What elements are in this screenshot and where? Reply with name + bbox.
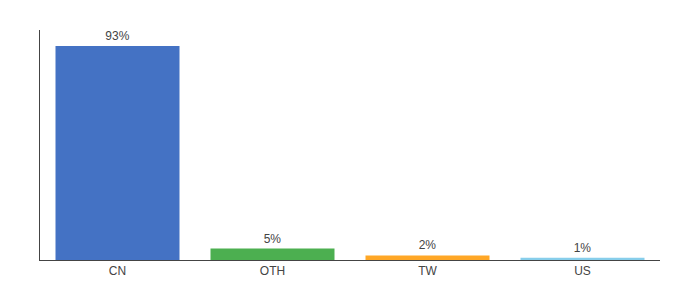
svg-text:1%: 1% — [574, 241, 592, 255]
svg-text:TW: TW — [418, 264, 437, 278]
svg-text:US: US — [574, 264, 591, 278]
svg-text:2%: 2% — [419, 238, 437, 252]
svg-text:5%: 5% — [264, 232, 282, 246]
svg-text:93%: 93% — [105, 29, 129, 43]
svg-text:OTH: OTH — [260, 264, 285, 278]
svg-text:CN: CN — [109, 264, 126, 278]
